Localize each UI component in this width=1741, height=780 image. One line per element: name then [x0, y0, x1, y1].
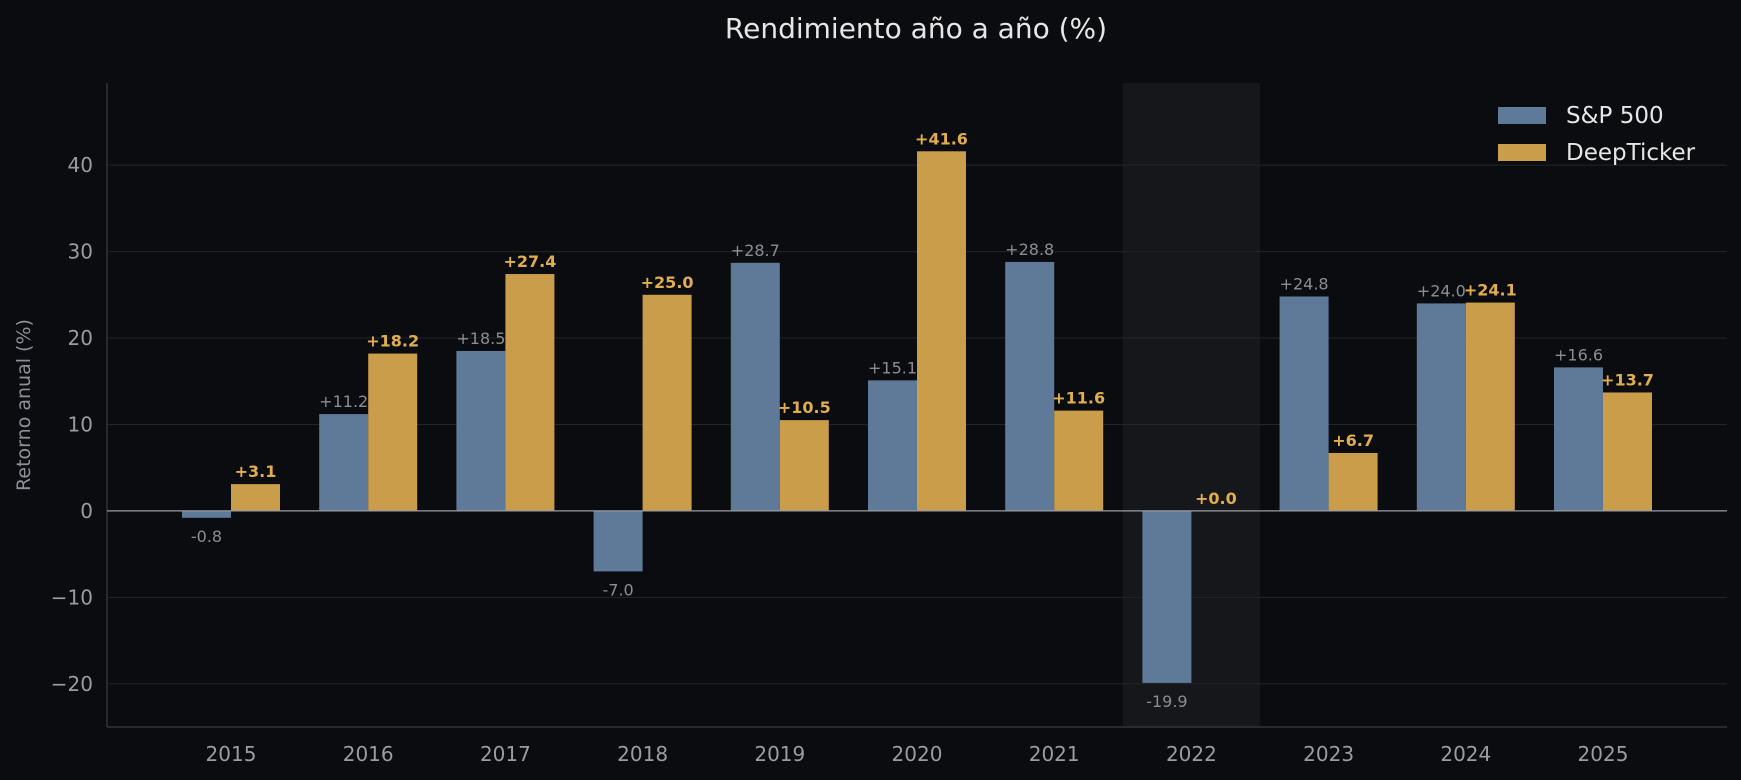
data-label: +15.1 — [868, 358, 917, 377]
bar — [779, 420, 829, 511]
bar — [1554, 367, 1603, 511]
x-tick-label: 2025 — [1578, 742, 1629, 766]
data-label: +24.8 — [1280, 275, 1329, 294]
data-label: +18.2 — [366, 332, 419, 351]
data-label: +3.1 — [235, 462, 277, 481]
y-tick-label: 40 — [68, 153, 93, 177]
bar — [182, 510, 231, 518]
data-label: +28.7 — [731, 241, 780, 260]
bar — [456, 350, 506, 511]
data-label: +24.1 — [1464, 281, 1517, 300]
bar — [368, 353, 418, 511]
x-tick-label: 2023 — [1303, 742, 1354, 766]
data-label: +18.5 — [456, 329, 505, 348]
chart-title: Rendimiento año a año (%) — [725, 12, 1107, 45]
plot-area: −20 −10 0 10 20 30 40 2015 2016 2017 2018 2019 2020 2… — [51, 83, 1727, 766]
data-label: +41.6 — [915, 129, 968, 148]
x-tick-label: 2018 — [617, 742, 668, 766]
data-label: -19.9 — [1146, 692, 1187, 711]
legend-label: DeepTicker — [1566, 140, 1696, 166]
data-label: +11.2 — [319, 392, 368, 411]
bar — [1328, 452, 1378, 511]
x-tick-label: 2020 — [892, 742, 943, 766]
x-tick-label: 2019 — [754, 742, 805, 766]
data-label: +25.0 — [641, 273, 694, 292]
x-tick-label: 2017 — [480, 742, 531, 766]
x-tick-label: 2015 — [206, 742, 257, 766]
data-label: -7.0 — [602, 580, 633, 599]
y-tick-label: 30 — [68, 240, 93, 264]
bar — [1416, 303, 1466, 511]
bar — [730, 262, 780, 511]
bar — [1603, 392, 1652, 511]
data-label: -0.8 — [191, 527, 222, 546]
data-label: +0.0 — [1195, 489, 1237, 508]
bar — [593, 510, 643, 572]
bar — [1054, 410, 1104, 511]
bar — [1005, 261, 1055, 511]
bar — [1142, 510, 1192, 683]
legend-label: S&P 500 — [1566, 103, 1664, 129]
y-tick-label: −20 — [51, 672, 93, 696]
data-label: +28.8 — [1005, 240, 1054, 259]
y-tick-label: 10 — [68, 412, 93, 436]
data-label: +11.6 — [1052, 389, 1105, 408]
x-tick-label: 2022 — [1166, 742, 1217, 766]
legend-swatch — [1498, 144, 1546, 161]
bar — [1279, 296, 1329, 511]
data-label: +6.7 — [1332, 431, 1374, 450]
legend-swatch — [1498, 107, 1546, 124]
x-tick-label: 2024 — [1440, 742, 1491, 766]
y-tick-label: 0 — [80, 499, 93, 523]
data-label: +16.6 — [1554, 345, 1603, 364]
bar — [642, 294, 692, 511]
legend: S&P 500 DeepTicker — [1498, 103, 1696, 166]
bar — [319, 414, 369, 511]
y-tick-label: −10 — [51, 585, 93, 609]
bar — [505, 274, 555, 511]
y-tick-label: 20 — [68, 326, 93, 350]
bar — [1465, 302, 1515, 511]
y-axis-label: Retorno anual (%) — [13, 319, 35, 491]
bar — [868, 380, 917, 511]
x-tick-label: 2021 — [1029, 742, 1080, 766]
data-label: +13.7 — [1601, 370, 1654, 389]
data-label: +10.5 — [778, 398, 831, 417]
data-label: +27.4 — [503, 252, 556, 271]
bar — [917, 151, 966, 511]
data-label: +24.0 — [1417, 281, 1466, 300]
bar — [231, 484, 280, 511]
x-tick-label: 2016 — [343, 742, 394, 766]
